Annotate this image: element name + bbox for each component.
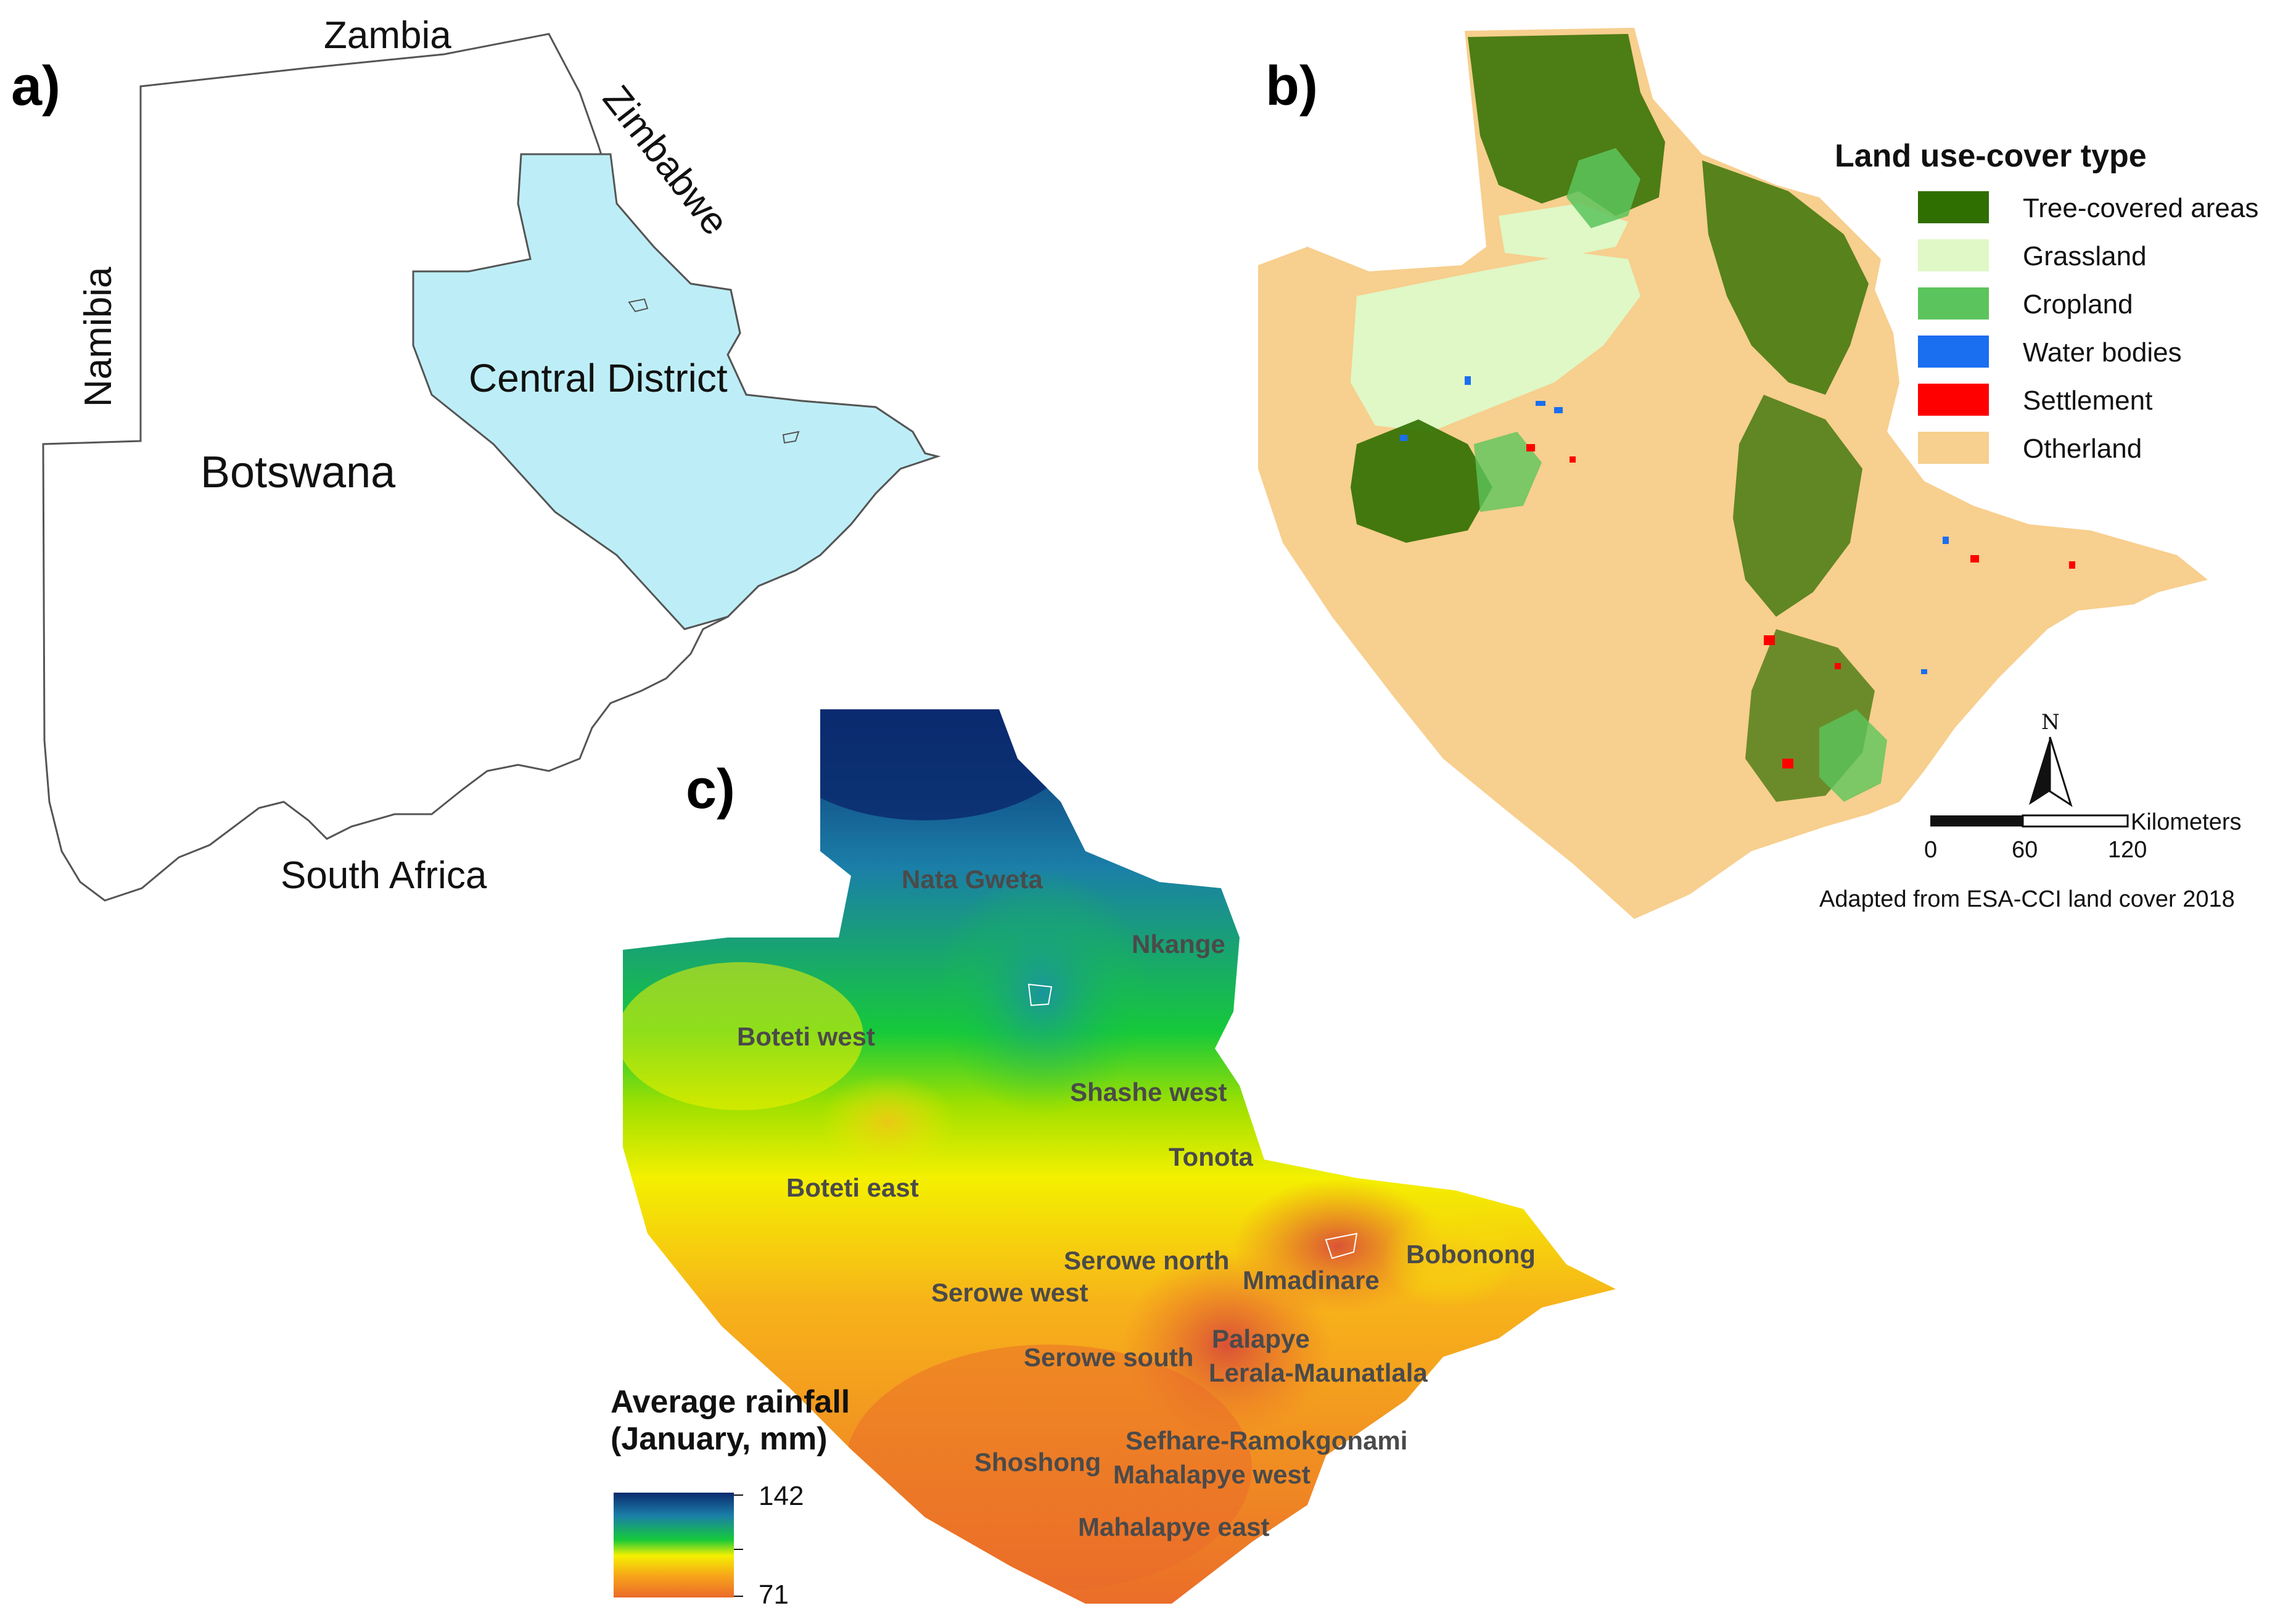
- cropland-patch-2: [1819, 709, 1887, 802]
- rainfall-max-label: 142: [759, 1481, 804, 1511]
- legend-label-0: Tree-covered areas: [2023, 193, 2258, 223]
- place-lerala-maunatlala: Lerala-Maunatlala: [1209, 1358, 1428, 1387]
- panel-c-label: c): [686, 759, 735, 820]
- scale-tick-120: 120: [2108, 837, 2147, 863]
- cropland-patch-1: [1566, 148, 1640, 228]
- legend-label-5: Otherland: [2023, 434, 2142, 464]
- small-enclave-1: [628, 298, 649, 313]
- legend-label-4: Settlement: [2023, 385, 2152, 416]
- legend-swatch-5: [1918, 432, 1989, 464]
- place-shashe-west: Shashe west: [1070, 1078, 1227, 1107]
- legend-swatch-2: [1918, 287, 1989, 319]
- place-nata-gweta: Nata Gweta: [902, 865, 1043, 894]
- water-body-5: [1943, 537, 1949, 544]
- place-serowe-south: Serowe south: [1024, 1343, 1193, 1372]
- settlement-5: [1764, 635, 1775, 645]
- place-boteti-west: Boteti west: [737, 1022, 875, 1051]
- place-serowe-west: Serowe west: [931, 1278, 1088, 1307]
- water-body-1: [1536, 401, 1545, 406]
- panel-b-label: b): [1265, 56, 1318, 117]
- settlement-4: [2069, 561, 2075, 569]
- tree-patch-east: [1702, 160, 1869, 395]
- north-arrow: N: [2029, 710, 2073, 807]
- land-cover-legend: Tree-covered areas Grassland Cropland Water…: [1918, 191, 2258, 464]
- place-serowe-north: Serowe north: [1064, 1246, 1229, 1275]
- scale-tick-0: 0: [1924, 837, 1937, 863]
- tree-patch-west: [1351, 419, 1492, 543]
- place-nkange: Nkange: [1132, 929, 1225, 958]
- grassland-patch-1: [1351, 253, 1640, 432]
- water-body-6: [1921, 669, 1927, 674]
- rainfall-min-label: 71: [759, 1580, 789, 1610]
- water-body-3: [1465, 376, 1471, 385]
- place-shoshong: Shoshong: [974, 1448, 1101, 1477]
- land-cover-legend-title: Land use-cover type: [1835, 138, 2147, 174]
- central-district-area: [412, 153, 941, 630]
- water-body-4: [1400, 435, 1407, 441]
- place-mahalapye-east: Mahalapye east: [1078, 1512, 1270, 1541]
- legend-swatch-3: [1918, 336, 1989, 368]
- rain-enclave-1: [1027, 983, 1053, 1007]
- rainfall-legend-title-line2: (January, mm): [611, 1421, 828, 1457]
- place-palapye: Palapye: [1212, 1324, 1310, 1353]
- place-mahalapye-west: Mahalapye west: [1113, 1460, 1311, 1489]
- water-body-2: [1554, 407, 1563, 413]
- panel-a: a) Zambia Zimbabwe Namibia South Africa …: [11, 14, 941, 902]
- cropland-patch-3: [1474, 432, 1542, 512]
- place-mmadinare: Mmadinare: [1243, 1266, 1380, 1295]
- small-enclave-2: [782, 431, 800, 444]
- legend-label-3: Water bodies: [2023, 337, 2182, 368]
- legend-label-1: Grassland: [2023, 241, 2147, 271]
- place-bobonong: Bobonong: [1406, 1240, 1536, 1269]
- settlement-2: [1570, 456, 1576, 463]
- legend-swatch-0: [1918, 191, 1989, 223]
- legend-swatch-1: [1918, 239, 1989, 271]
- north-arrow-label: N: [2041, 710, 2060, 735]
- settlement-7: [1835, 663, 1841, 669]
- place-tonota: Tonota: [1169, 1142, 1253, 1171]
- tree-patch-central: [1733, 395, 1862, 617]
- settlement-1: [1526, 444, 1535, 451]
- label-central-district: Central District: [469, 356, 728, 400]
- label-botswana: Botswana: [200, 448, 396, 497]
- place-boteti-east: Boteti east: [786, 1173, 919, 1202]
- label-south-africa: South Africa: [281, 854, 487, 897]
- label-namibia: Namibia: [77, 266, 120, 407]
- panel-a-label: a): [11, 56, 60, 117]
- scale-unit: Kilometers: [2131, 809, 2242, 835]
- panel-b: b) Land use-cover type Tree-covered area…: [1258, 28, 2258, 919]
- rain-enclave-2: [1325, 1232, 1358, 1259]
- scale-bar: Kilometers 0 60 120: [1924, 809, 2242, 863]
- rainfall-legend-title-line1: Average rainfall: [611, 1384, 850, 1420]
- rainfall-color-ramp: [614, 1493, 734, 1597]
- legend-label-2: Cropland: [2023, 289, 2133, 319]
- place-sefhare-ramokgonami: Sefhare-Ramokgonami: [1125, 1426, 1407, 1455]
- land-cover-map: [1258, 28, 2208, 919]
- label-zambia: Zambia: [324, 14, 451, 57]
- settlement-3: [1970, 555, 1979, 563]
- legend-swatch-4: [1918, 384, 1989, 416]
- settlement-6: [1782, 759, 1793, 769]
- land-cover-credit: Adapted from ESA-CCI land cover 2018: [1819, 886, 2235, 912]
- scale-tick-60: 60: [2012, 837, 2038, 863]
